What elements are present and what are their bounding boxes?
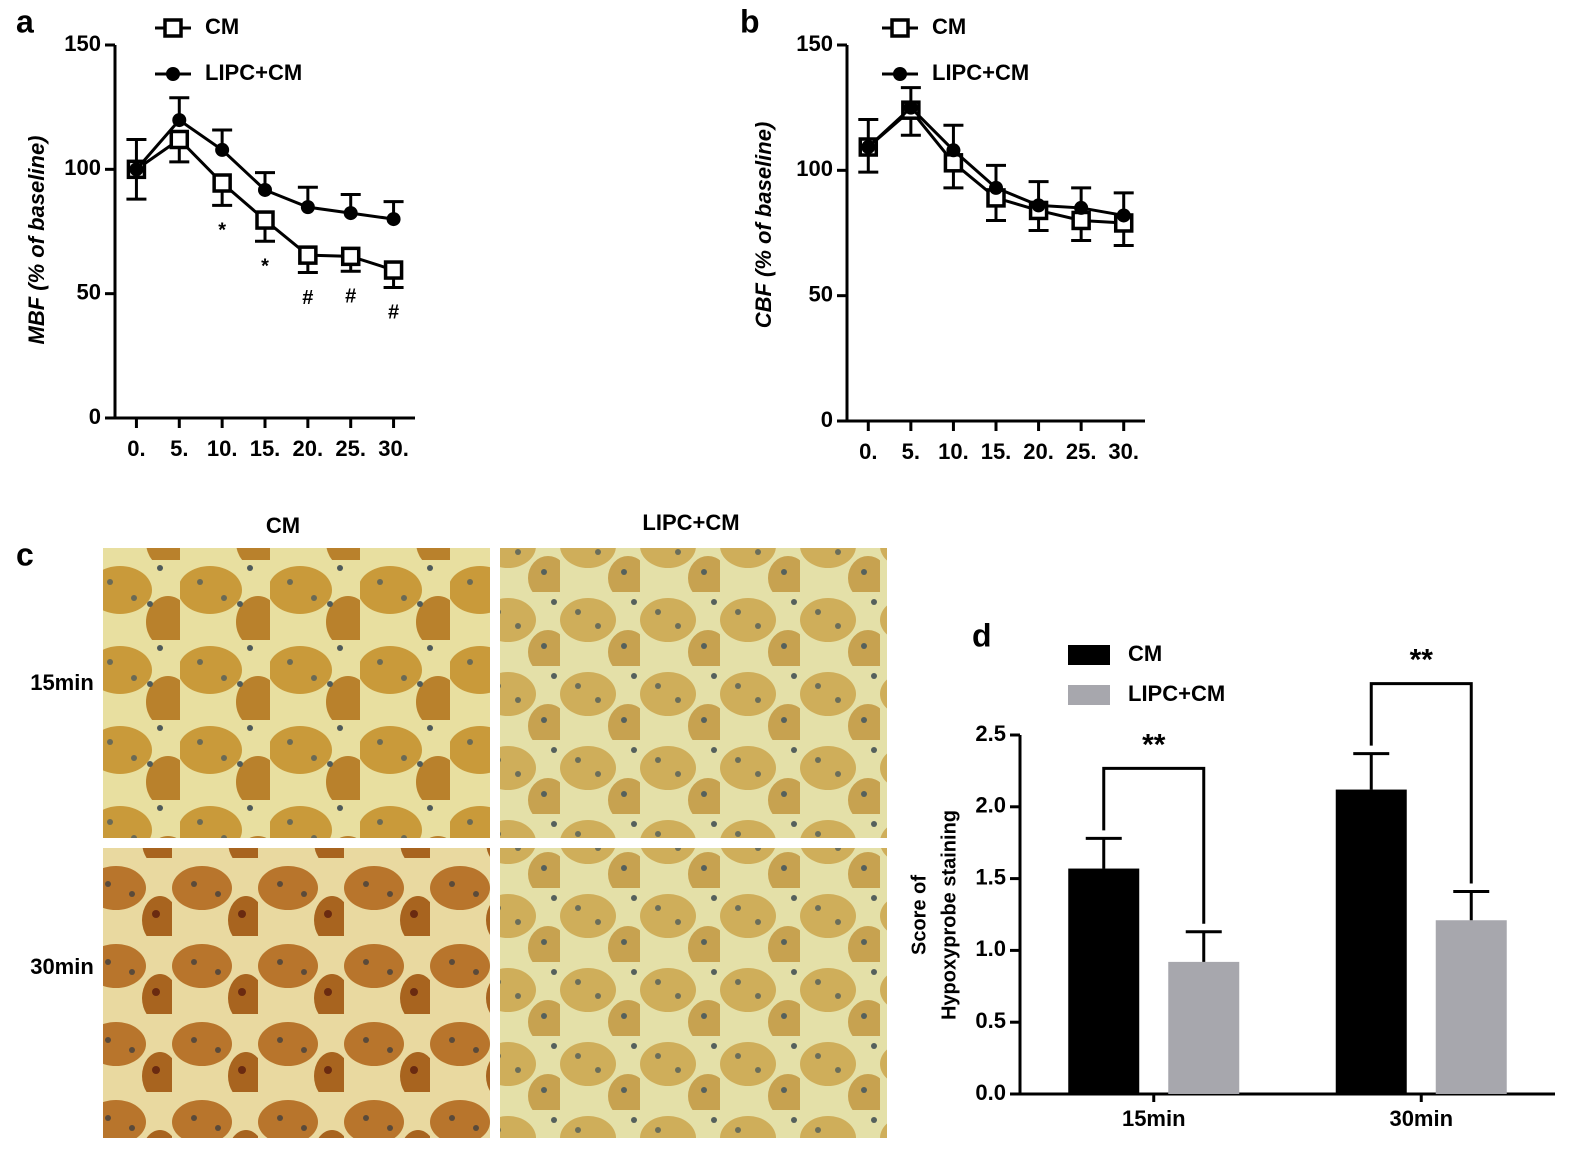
marker <box>255 210 275 230</box>
marker <box>258 182 272 197</box>
panel-label: b <box>740 3 760 39</box>
bar <box>1068 868 1140 1094</box>
marker <box>129 162 144 177</box>
legend-label: LIPC+CM <box>1128 681 1225 706</box>
x-tick-label: 20. <box>1023 439 1054 464</box>
x-tick-label: 30min <box>1389 1106 1453 1131</box>
y-tick-label: 0.0 <box>975 1080 1006 1105</box>
y-tick-label: 100 <box>64 155 101 180</box>
marker <box>300 200 315 215</box>
marker <box>1116 208 1131 223</box>
micrograph <box>103 548 490 838</box>
bar <box>1168 961 1240 1094</box>
significance-bracket <box>1369 682 1473 884</box>
x-tick-label: 15. <box>250 436 281 461</box>
annotation: # <box>388 302 399 324</box>
marker <box>340 246 361 267</box>
y-tick-label: 50 <box>77 279 101 304</box>
micrograph <box>500 848 887 1138</box>
legend-label: LIPC+CM <box>205 60 302 85</box>
legend-label: CM <box>932 14 966 39</box>
marker <box>215 142 230 157</box>
x-tick-label: 5. <box>902 439 920 464</box>
marker <box>1031 198 1046 213</box>
y-tick-label: 0.5 <box>975 1008 1006 1033</box>
annotation: # <box>345 286 356 308</box>
x-tick-label: 30. <box>378 436 409 461</box>
y-tick-label: 100 <box>796 156 833 181</box>
legend-marker <box>166 67 180 81</box>
row-label: 15min <box>30 670 94 695</box>
y-axis-label: Score of <box>908 875 930 955</box>
marker <box>903 100 918 115</box>
panel-label: c <box>16 536 34 572</box>
x-tick-label: 15. <box>981 439 1012 464</box>
marker <box>989 180 1003 195</box>
column-label: LIPC+CM <box>642 510 739 535</box>
y-tick-label: 0 <box>89 404 101 429</box>
marker <box>1074 200 1089 215</box>
marker <box>172 113 187 128</box>
significance-label: ** <box>1142 728 1166 761</box>
significance-bracket <box>1102 766 1206 924</box>
y-tick-label: 1.0 <box>975 936 1006 961</box>
marker <box>383 260 404 280</box>
y-axis-label: Hypoxyprobe staining <box>938 810 960 1020</box>
marker <box>386 212 401 227</box>
marker <box>343 206 358 221</box>
column-label: CM <box>266 513 300 538</box>
row-label: 30min <box>30 954 94 979</box>
marker <box>169 129 190 150</box>
significance-label: ** <box>1410 644 1434 677</box>
y-tick-label: 2.0 <box>975 793 1006 818</box>
y-axis-label: CBF (% of baseline) <box>751 122 776 329</box>
y-tick-label: 1.5 <box>975 864 1006 889</box>
y-tick-label: 2.5 <box>975 721 1006 746</box>
x-tick-label: 0. <box>127 436 145 461</box>
panel-label: d <box>972 617 992 653</box>
x-tick-label: 10. <box>938 439 969 464</box>
marker <box>212 173 232 193</box>
y-tick-label: 0 <box>821 407 833 432</box>
x-tick-label: 5. <box>170 436 188 461</box>
panel-label: a <box>16 3 34 39</box>
x-tick-label: 10. <box>207 436 238 461</box>
x-tick-label: 30. <box>1108 439 1139 464</box>
marker <box>298 245 318 265</box>
annotation: # <box>302 287 313 309</box>
y-tick-label: 50 <box>809 281 833 306</box>
x-tick-label: 0. <box>859 439 877 464</box>
y-tick-label: 150 <box>64 31 101 56</box>
legend-swatch <box>1068 685 1110 705</box>
legend-marker <box>890 18 910 38</box>
y-tick-label: 150 <box>796 31 833 56</box>
x-tick-label: 25. <box>1066 439 1097 464</box>
x-tick-label: 20. <box>293 436 324 461</box>
marker <box>946 143 961 158</box>
micrograph <box>103 848 490 1138</box>
legend-marker <box>893 67 907 81</box>
y-axis-label: MBF (% of baseline) <box>24 135 49 344</box>
legend-marker <box>163 18 183 38</box>
micrograph <box>500 548 887 838</box>
annotation: * <box>261 255 269 277</box>
marker <box>861 140 876 155</box>
legend-label: CM <box>205 14 239 39</box>
legend-swatch <box>1068 645 1110 665</box>
bar <box>1435 920 1507 1094</box>
legend-label: CM <box>1128 641 1162 666</box>
bar <box>1335 789 1407 1094</box>
x-tick-label: 25. <box>335 436 366 461</box>
legend-label: LIPC+CM <box>932 60 1029 85</box>
annotation: * <box>218 220 226 242</box>
x-tick-label: 15min <box>1122 1106 1186 1131</box>
